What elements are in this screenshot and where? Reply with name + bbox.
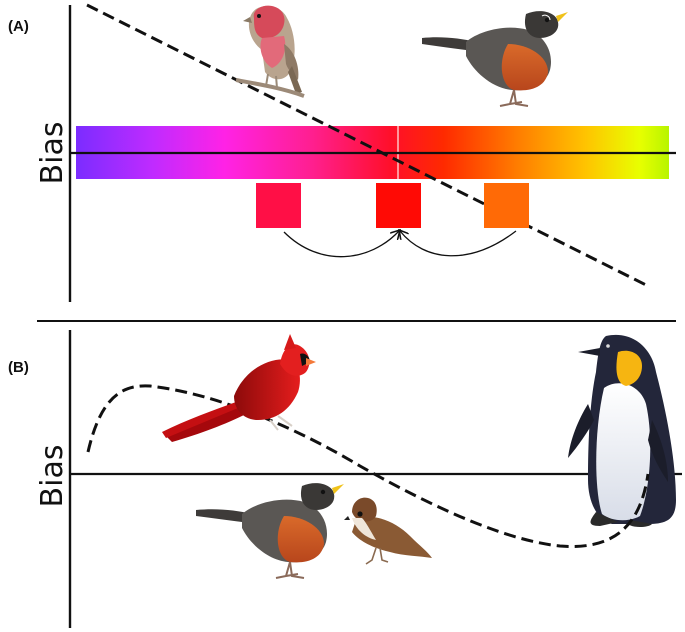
panel-a-y-axis-label: Bias: [35, 122, 70, 185]
northern-cardinal-illustration: [162, 334, 316, 442]
tree-sparrow-illustration: [344, 497, 432, 565]
american-robin-lower-illustration: [196, 483, 344, 579]
arrow-right-to-center: [400, 231, 517, 257]
panel-b-label: (B): [8, 359, 29, 376]
arrow-left-to-center: [283, 231, 399, 258]
panel-a-label: (A): [8, 18, 29, 35]
house-finch-illustration: [235, 5, 305, 98]
panel-b-y-axis-label: Bias: [35, 445, 70, 508]
panel-a: (A) Bias: [8, 3, 676, 302]
american-robin-illustration: [422, 11, 568, 107]
panel-b-bias-dashed-curve: [86, 384, 650, 548]
swatch-pink-red: [256, 183, 301, 228]
swatch-orange: [484, 183, 529, 228]
panel-b: (B) Bias: [8, 330, 682, 628]
emperor-penguin-illustration: [568, 334, 676, 527]
panel-a-bias-dashed-line: [86, 3, 651, 289]
swatch-red: [376, 183, 421, 228]
